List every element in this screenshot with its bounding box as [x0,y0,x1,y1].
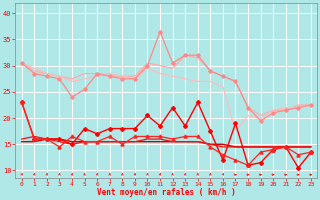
X-axis label: Vent moyen/en rafales ( km/h ): Vent moyen/en rafales ( km/h ) [97,188,236,197]
